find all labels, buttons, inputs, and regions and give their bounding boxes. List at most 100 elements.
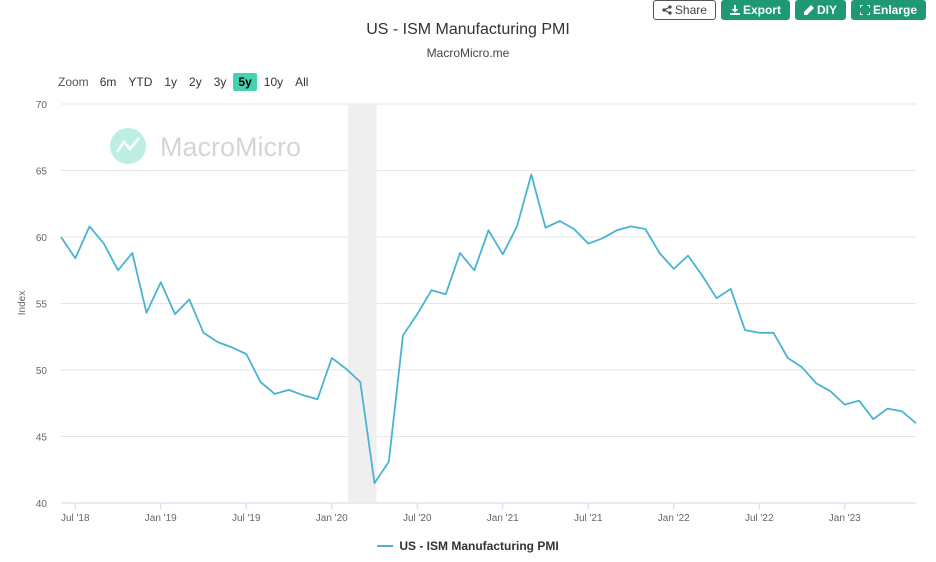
- data-point[interactable]: [101, 241, 107, 247]
- data-point[interactable]: [543, 225, 549, 231]
- data-point[interactable]: [201, 330, 207, 336]
- data-point[interactable]: [600, 235, 606, 241]
- data-point[interactable]: [885, 406, 891, 412]
- legend-line-swatch: [377, 545, 394, 547]
- data-point[interactable]: [614, 227, 620, 233]
- data-point[interactable]: [500, 251, 506, 257]
- data-point[interactable]: [457, 250, 463, 256]
- data-point[interactable]: [685, 253, 691, 259]
- export-button[interactable]: Export: [720, 0, 790, 20]
- data-point[interactable]: [315, 396, 321, 402]
- zoom-5y-button[interactable]: 5y: [233, 73, 257, 91]
- zoom-range-selector: Zoom 6m YTD 1y 2y 3y 5y 10y All: [58, 73, 313, 91]
- x-tick-label: Jan '19: [145, 513, 177, 524]
- diy-button[interactable]: DIY: [794, 0, 846, 20]
- x-tick-label: Jul '18: [61, 513, 90, 524]
- data-point[interactable]: [671, 266, 677, 272]
- zoom-6m-button[interactable]: 6m: [99, 75, 117, 89]
- zoom-3y-button[interactable]: 3y: [213, 75, 227, 89]
- y-tick-label: 40: [36, 499, 48, 510]
- data-point[interactable]: [870, 416, 876, 422]
- data-point[interactable]: [514, 223, 520, 229]
- data-point[interactable]: [243, 351, 249, 357]
- x-tick-label: Jul '22: [745, 513, 774, 524]
- gridlines: [61, 103, 916, 504]
- data-point[interactable]: [158, 279, 164, 285]
- data-point[interactable]: [343, 366, 349, 372]
- data-point[interactable]: [699, 273, 705, 279]
- data-point[interactable]: [258, 379, 264, 385]
- data-point[interactable]: [714, 295, 720, 301]
- data-point[interactable]: [657, 250, 663, 256]
- data-point[interactable]: [528, 171, 534, 177]
- share-label: Share: [674, 3, 707, 17]
- data-point[interactable]: [272, 391, 278, 397]
- data-point[interactable]: [300, 392, 306, 398]
- export-label: Export: [742, 3, 781, 17]
- share-button[interactable]: Share: [652, 0, 716, 20]
- zoom-1y-button[interactable]: 1y: [164, 75, 178, 89]
- data-point[interactable]: [471, 267, 477, 273]
- data-point[interactable]: [329, 355, 335, 361]
- data-point[interactable]: [144, 310, 150, 316]
- y-tick-label: 70: [36, 100, 48, 111]
- data-point[interactable]: [585, 241, 591, 247]
- data-point[interactable]: [72, 255, 78, 261]
- data-point[interactable]: [828, 388, 834, 394]
- data-point[interactable]: [728, 286, 734, 292]
- watermark: MacroMicro: [110, 128, 301, 164]
- data-point[interactable]: [400, 332, 406, 338]
- enlarge-button[interactable]: Enlarge: [850, 0, 926, 20]
- data-point[interactable]: [286, 387, 292, 393]
- x-axis: Jul '18 Jan '19 Jul '19 Jan '20 Jul '20 Jan '…: [61, 503, 861, 524]
- x-tick-label: Jul '20: [403, 513, 432, 524]
- zoom-10y-button[interactable]: 10y: [263, 75, 284, 89]
- data-point[interactable]: [429, 287, 435, 293]
- data-point[interactable]: [172, 311, 178, 317]
- data-point[interactable]: [742, 327, 748, 333]
- data-point[interactable]: [899, 408, 905, 414]
- data-point[interactable]: [229, 344, 235, 350]
- legend[interactable]: US - ISM Manufacturing PMI: [0, 539, 936, 553]
- data-point[interactable]: [486, 227, 492, 233]
- data-point[interactable]: [771, 330, 777, 336]
- x-tick-label: Jul '19: [232, 513, 261, 524]
- data-point[interactable]: [813, 380, 819, 386]
- data-point[interactable]: [414, 311, 420, 317]
- data-point[interactable]: [372, 480, 378, 486]
- data-point[interactable]: [58, 234, 64, 240]
- pencil-icon: [803, 5, 814, 15]
- y-tick-label: 60: [36, 233, 48, 244]
- zoom-ytd-button[interactable]: YTD: [128, 75, 153, 89]
- data-point[interactable]: [756, 330, 762, 336]
- data-point[interactable]: [785, 355, 791, 361]
- data-point[interactable]: [115, 267, 121, 273]
- data-point[interactable]: [856, 398, 862, 404]
- data-point[interactable]: [129, 250, 135, 256]
- zoom-all-button[interactable]: All: [295, 75, 309, 89]
- data-point[interactable]: [799, 364, 805, 370]
- data-point[interactable]: [215, 339, 221, 345]
- data-point[interactable]: [842, 402, 848, 408]
- download-icon: [729, 5, 740, 15]
- data-point[interactable]: [557, 218, 563, 224]
- data-point[interactable]: [87, 223, 93, 229]
- data-point[interactable]: [443, 291, 449, 297]
- series-line-pmi[interactable]: [60, 173, 917, 484]
- legend-label: US - ISM Manufacturing PMI: [399, 539, 559, 553]
- x-tick-label: Jan '20: [316, 513, 348, 524]
- data-point[interactable]: [386, 459, 392, 465]
- y-tick-label: 45: [36, 433, 48, 444]
- x-tick-label: Jan '22: [658, 513, 690, 524]
- data-point[interactable]: [186, 297, 192, 303]
- data-point[interactable]: [628, 223, 634, 229]
- data-point[interactable]: [571, 226, 577, 232]
- zoom-2y-button[interactable]: 2y: [189, 75, 202, 89]
- x-tick-label: Jul '21: [574, 513, 603, 524]
- data-point[interactable]: [357, 379, 363, 385]
- data-point[interactable]: [913, 420, 919, 426]
- data-point[interactable]: [642, 226, 648, 232]
- chart-toolbar: Share Export DIY Enlarge: [652, 0, 926, 20]
- chart-subtitle: MacroMicro.me: [426, 46, 510, 60]
